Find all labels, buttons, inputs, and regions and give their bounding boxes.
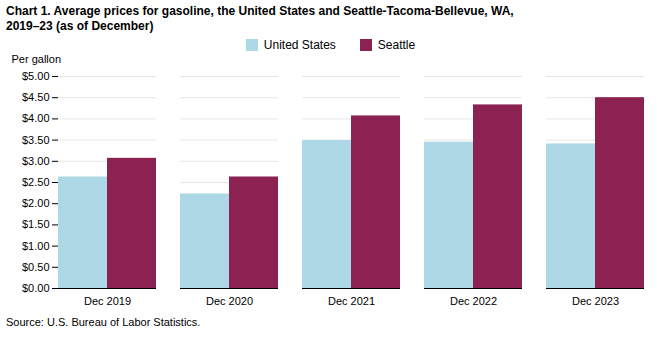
html-text:United States: United States (263, 38, 336, 52)
svg-text:Per gallon: Per gallon (12, 53, 62, 65)
svg-text:$4.00: $4.00 (22, 112, 50, 124)
html-text:Chart 1. Average prices for ga: Chart 1. Average prices for gasoline, th… (6, 4, 514, 33)
svg-text:$1.00: $1.00 (22, 240, 50, 252)
svg-text:$5.00: $5.00 (22, 70, 50, 82)
html-text:Source: U.S. Bureau of Labor S: Source: U.S. Bureau of Labor Statistics. (6, 316, 201, 328)
svg-text:$4.50: $4.50 (22, 91, 50, 103)
svg-text:Dec 2019: Dec 2019 (84, 295, 131, 307)
svg-text:Dec 2022: Dec 2022 (450, 295, 497, 307)
svg-text:Dec 2021: Dec 2021 (328, 295, 375, 307)
svg-text:Dec 2023: Dec 2023 (572, 295, 619, 307)
svg-text:$2.00: $2.00 (22, 197, 50, 209)
svg-text:$3.00: $3.00 (22, 155, 50, 167)
svg-text:$2.50: $2.50 (22, 176, 50, 188)
svg-text:Dec 2020: Dec 2020 (206, 295, 253, 307)
svg-text:$0.00: $0.00 (22, 282, 50, 294)
svg-text:$3.50: $3.50 (22, 134, 50, 146)
svg-text:$0.50: $0.50 (22, 261, 50, 273)
svg-text:$1.50: $1.50 (22, 218, 50, 230)
html-text:Seattle: Seattle (377, 38, 416, 52)
